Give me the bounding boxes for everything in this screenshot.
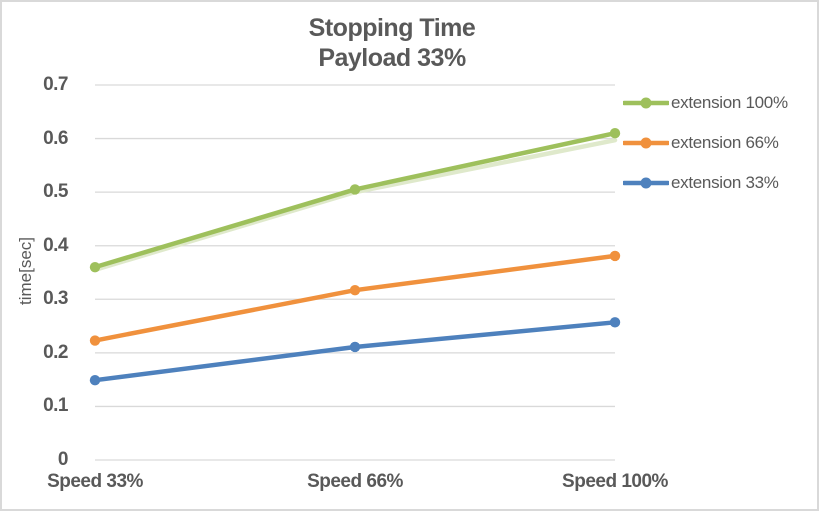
data-point-extension-33: [609, 317, 621, 328]
chart-title-line-1: Stopping Time: [308, 14, 476, 42]
data-point-extension-100: [349, 184, 361, 195]
x-axis-label-speed-33: Speed 33%: [47, 471, 143, 492]
legend-label: extension 33%: [671, 173, 779, 192]
data-point-extension-100: [89, 261, 101, 273]
y-tick-label: 0.2: [43, 341, 68, 363]
data-point-extension-66: [609, 250, 621, 262]
legend-dot-icon: [640, 137, 652, 149]
legend-marker-icon: [623, 97, 669, 109]
x-axis-label-speed-66: Speed 66%: [307, 471, 403, 492]
y-tick-label: 0.5: [43, 181, 68, 203]
legend-label: extension 100%: [671, 93, 788, 112]
data-point-extension-33: [349, 341, 361, 353]
chart-title-line-2: Payload 33%: [318, 44, 466, 72]
legend-label: extension 66%: [671, 133, 779, 152]
chart-title: Stopping Time Payload 33%: [2, 13, 782, 73]
x-axis-label-speed-100: Speed 100%: [562, 471, 668, 492]
data-point-extension-100: [609, 128, 621, 139]
data-point-extension-33: [89, 374, 101, 386]
legend-item-extension-33: extension 33%: [623, 171, 788, 195]
y-tick-label: 0.4: [43, 234, 68, 256]
legend-marker-icon: [623, 177, 669, 189]
legend-dot-icon: [640, 177, 652, 189]
legend: extension 100% extension 66% extension 33%: [623, 91, 788, 195]
y-tick-label: 0.6: [43, 127, 68, 149]
y-tick-label: 0.7: [43, 74, 68, 95]
legend-dot-icon: [640, 97, 652, 109]
legend-item-extension-100: extension 100%: [623, 91, 788, 115]
data-point-extension-66: [89, 335, 101, 346]
series-line-shadow: [92, 137, 618, 273]
y-tick-label: 0: [57, 449, 69, 470]
y-tick-label: 0.3: [43, 288, 68, 310]
legend-marker-icon: [623, 137, 669, 149]
y-tick-label: 0.1: [43, 395, 68, 417]
legend-item-extension-66: extension 66%: [623, 131, 788, 155]
data-point-extension-66: [349, 284, 361, 296]
